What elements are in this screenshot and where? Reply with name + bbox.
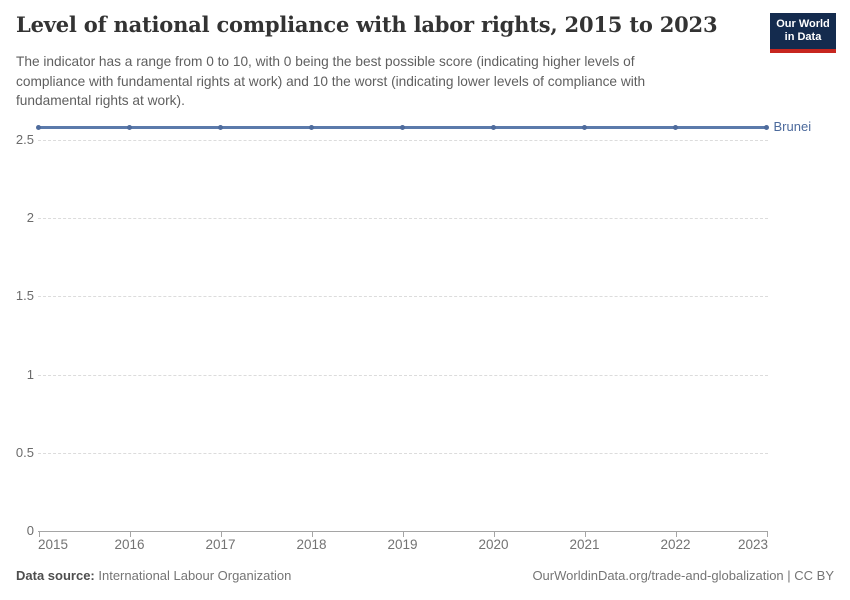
- x-axis-line: [38, 531, 768, 532]
- x-tick-label: 2015: [38, 537, 69, 552]
- data-source-note: Data source: International Labour Organi…: [16, 568, 291, 583]
- x-tick-label: 2019: [387, 537, 418, 552]
- axis-tick: [493, 532, 495, 537]
- gridline: [38, 140, 768, 141]
- owid-license-link[interactable]: OurWorldinData.org/trade-and-globalizati…: [532, 568, 834, 583]
- data-point[interactable]: [673, 124, 678, 130]
- axis-tick: [38, 532, 40, 537]
- axis-tick: [766, 532, 768, 537]
- y-tick-label: 2: [26, 210, 34, 226]
- subtitle-line: compliance with fundamental rights at wo…: [16, 73, 646, 89]
- owid-logo-line2: in Data: [784, 31, 822, 43]
- gridline: [38, 374, 768, 376]
- data-point[interactable]: [764, 124, 769, 130]
- gridline: [38, 296, 768, 298]
- x-tick-label: 2021: [569, 537, 600, 552]
- y-tick-label: 1.5: [15, 288, 34, 304]
- data-point[interactable]: [400, 124, 405, 130]
- x-tick-label: 2023: [737, 537, 768, 552]
- subtitle-line: The indicator has a range from 0 to 10, …: [16, 54, 635, 69]
- owid-logo-red-bar: [770, 49, 836, 53]
- data-source-label: Data source:: [16, 568, 95, 583]
- data-point[interactable]: [218, 124, 223, 130]
- gridline: [38, 452, 768, 454]
- x-tick-label: 2016: [114, 537, 145, 552]
- owid-logo[interactable]: Our World in Data: [770, 13, 836, 53]
- data-point[interactable]: [127, 124, 132, 130]
- axis-tick: [402, 532, 404, 537]
- data-point[interactable]: [582, 124, 587, 130]
- x-tick-label: 2022: [660, 537, 691, 552]
- subtitle-line: fundamental rights at work).: [16, 93, 185, 108]
- gridline: [38, 218, 768, 220]
- y-tick-label: 2.5: [15, 132, 34, 147]
- chart-subtitle: The indicator has a range from 0 to 10, …: [16, 52, 726, 111]
- axis-tick: [129, 532, 131, 537]
- axis-tick: [675, 532, 677, 537]
- y-tick-label: 1: [26, 366, 34, 382]
- data-point[interactable]: [491, 124, 496, 130]
- axis-tick: [311, 532, 313, 537]
- owid-logo-line1: Our World: [776, 18, 830, 30]
- y-tick-label: 0.5: [15, 444, 34, 460]
- entity-label[interactable]: Brunei: [773, 118, 812, 134]
- owid-logo-text: Our World in Data: [770, 13, 836, 49]
- chart-title: Level of national compliance with labor …: [16, 12, 718, 37]
- y-tick-label: 0: [26, 523, 34, 538]
- x-tick-label: 2018: [296, 537, 327, 552]
- data-source-value: International Labour Organization: [98, 568, 292, 583]
- data-point[interactable]: [36, 124, 41, 130]
- x-tick-label: 2017: [205, 537, 236, 552]
- data-point[interactable]: [309, 124, 314, 130]
- axis-tick: [584, 532, 586, 537]
- x-tick-label: 2020: [478, 537, 509, 552]
- axis-tick: [220, 532, 222, 537]
